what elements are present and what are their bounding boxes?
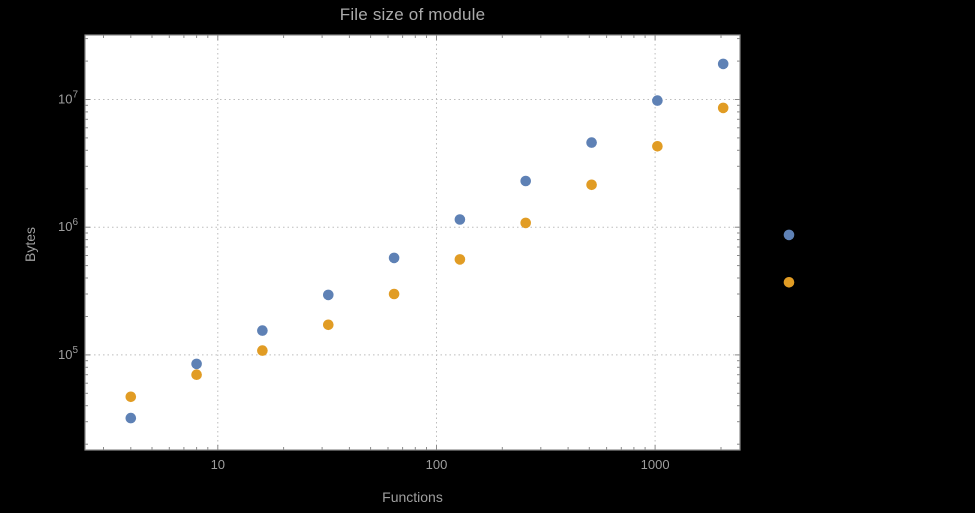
data-point-series-orange	[586, 179, 597, 191]
data-point-series-blue	[388, 252, 400, 264]
y-tick-label: 106	[58, 217, 78, 234]
data-point-series-orange	[520, 217, 531, 229]
data-point-series-blue	[652, 95, 663, 106]
data-point-series-orange	[717, 102, 729, 114]
data-point-series-orange	[257, 345, 268, 356]
data-point-series-orange	[191, 369, 202, 381]
data-point-series-blue	[717, 58, 729, 70]
data-point-series-blue	[783, 229, 795, 241]
chart-title: File size of module	[339, 5, 486, 24]
x-tick-label: 100	[426, 457, 448, 472]
data-point-series-orange	[783, 277, 795, 288]
data-point-series-blue	[586, 137, 597, 148]
data-point-series-orange	[125, 391, 137, 403]
data-point-series-blue	[257, 325, 268, 336]
x-tick-label: 1000	[641, 457, 670, 472]
data-point-series-blue	[454, 214, 466, 225]
data-point-series-orange	[454, 254, 466, 265]
data-point-series-orange	[388, 288, 400, 300]
y-tick-label: 105	[58, 345, 78, 362]
y-axis-label: Bytes	[22, 226, 38, 262]
plot-background	[85, 35, 740, 450]
data-point-series-blue	[125, 412, 137, 424]
data-point-series-orange	[323, 319, 334, 331]
data-point-series-blue	[323, 289, 334, 301]
data-point-series-blue	[191, 358, 202, 370]
data-point-series-blue	[520, 175, 531, 187]
plot-frame	[84, 34, 741, 451]
data-point-series-orange	[652, 141, 663, 152]
y-tick-label: 107	[58, 90, 78, 107]
x-tick-label: 10	[211, 457, 225, 472]
x-axis-label: Functions	[382, 489, 443, 505]
